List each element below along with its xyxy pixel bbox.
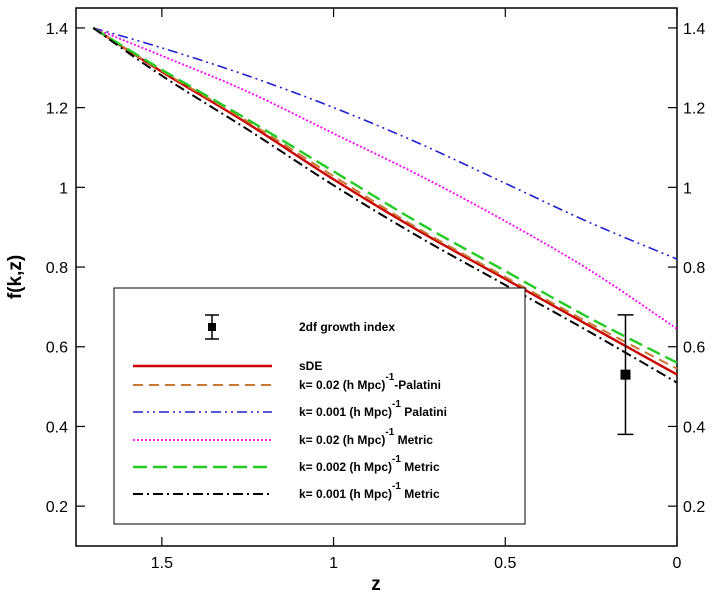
y-tick-label-right: 1: [683, 180, 692, 197]
legend-obs-marker: [208, 323, 216, 331]
x-tick-label: 0.5: [494, 555, 516, 572]
y-tick-label-right: 1.2: [683, 101, 705, 118]
series-layer: [92, 26, 678, 384]
legend-label-4: k= 0.02 (h Mpc)-1 Metric: [299, 427, 433, 447]
y-tick-label-left: 0.8: [46, 260, 68, 277]
observation-layer: [617, 314, 634, 436]
series-line-2: [92, 27, 678, 370]
y-tick-label-right: 0.2: [683, 499, 705, 516]
y-tick-label-left: 0.4: [46, 419, 68, 436]
ticks-layer: 1.5 1 0.5 0 0.2 0.2 0.4 0.4 0.6 0.6 0.8 0.8 1 1 1.2 1.2…: [46, 8, 705, 572]
y-axis-label: f(k,z): [5, 255, 26, 299]
x-axis-label: z: [371, 574, 381, 595]
legend-label-observation: 2df growth index: [299, 320, 395, 334]
legend-label-5: k= 0.002 (h Mpc)-1 Metric: [299, 454, 440, 474]
legend-label-2: k= 0.02 (h Mpc)-1-Palatini: [299, 372, 441, 392]
series-line-5: [92, 26, 678, 364]
series-line-6: [92, 27, 678, 384]
series-line-4: [92, 27, 678, 330]
y-tick-label-left: 1: [59, 180, 68, 197]
legend-label-1: sDE: [299, 359, 322, 373]
y-tick-label-right: 0.8: [683, 260, 705, 277]
series-line-3: [92, 27, 678, 260]
x-tick-label: 1: [329, 555, 338, 572]
y-tick-label-left: 1.4: [46, 21, 68, 38]
y-tick-label-left: 0.6: [46, 340, 68, 357]
y-tick-label-right: 1.4: [683, 21, 705, 38]
y-tick-label-left: 1.2: [46, 101, 68, 118]
observation-point: [620, 369, 631, 380]
y-tick-label-left: 0.2: [46, 499, 68, 516]
series-line-1: [92, 26, 678, 376]
plot-frame: [75, 7, 678, 547]
legend-box: [113, 287, 526, 525]
y-tick-label-right: 0.4: [683, 419, 705, 436]
legend-label-3: k= 0.001 (h Mpc)-1 Palatini: [299, 399, 447, 419]
legend-label-6: k= 0.001 (h Mpc)-1 Metric: [299, 481, 440, 501]
y-tick-label-right: 0.6: [683, 340, 705, 357]
x-tick-label: 0: [673, 555, 682, 572]
x-tick-label: 1.5: [151, 555, 173, 572]
